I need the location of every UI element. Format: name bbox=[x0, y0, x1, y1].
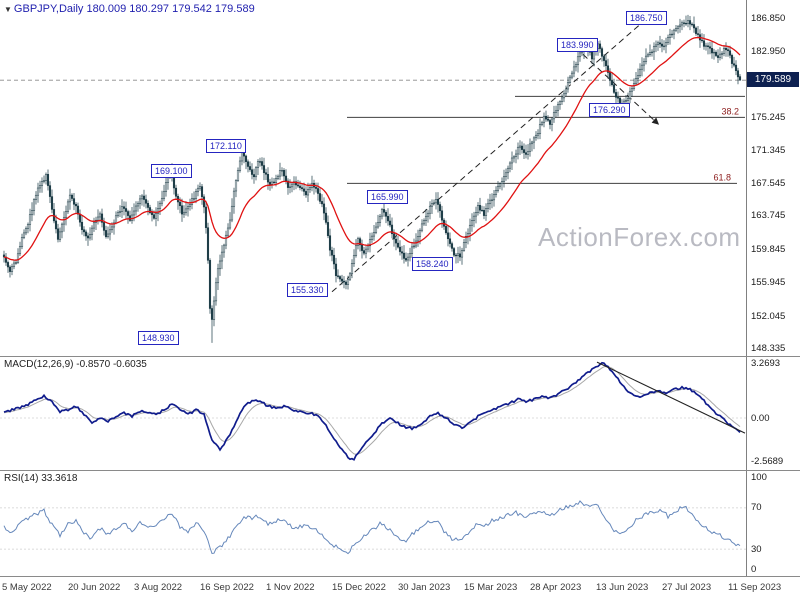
price-annotation[interactable]: 155.330 bbox=[287, 283, 328, 297]
date-tick: 5 May 2022 bbox=[2, 582, 52, 593]
axis-tick: 148.335 bbox=[751, 342, 786, 354]
date-tick: 11 Sep 2023 bbox=[728, 582, 782, 593]
price-annotation[interactable]: 172.110 bbox=[206, 139, 246, 153]
axis-tick: 70 bbox=[751, 502, 762, 514]
symbol-dropdown-icon[interactable]: ▼ bbox=[4, 5, 12, 14]
rsi-panel[interactable]: RSI(14) 33.3618 bbox=[0, 470, 746, 576]
price-annotation[interactable]: 148.930 bbox=[138, 331, 179, 345]
date-tick: 15 Dec 2022 bbox=[332, 582, 386, 593]
axis-tick: 167.545 bbox=[751, 177, 786, 189]
price-annotation[interactable]: 158.240 bbox=[412, 257, 453, 271]
moving-average-line bbox=[3, 36, 741, 261]
axis-tick: 171.345 bbox=[751, 145, 786, 157]
date-tick: 20 Jun 2022 bbox=[68, 582, 121, 593]
date-tick: 3 Aug 2022 bbox=[134, 582, 183, 593]
symbol-ohlc-title: GBPJPY,Daily 180.009 180.297 179.542 179… bbox=[13, 3, 255, 15]
macd-main-line bbox=[3, 361, 741, 461]
current-price-tag: 179.589 bbox=[747, 72, 799, 88]
chart-title: ▼ GBPJPY,Daily 180.009 180.297 179.542 17… bbox=[4, 3, 255, 15]
axis-tick: 155.945 bbox=[751, 277, 786, 289]
price-annotation[interactable]: 169.100 bbox=[151, 164, 192, 178]
price-annotation[interactable]: 165.990 bbox=[367, 190, 408, 204]
axis-tick: -2.5689 bbox=[751, 455, 784, 467]
axis-tick: 152.045 bbox=[751, 310, 786, 322]
axis-tick: 182.950 bbox=[751, 45, 786, 57]
date-tick: 30 Jan 2023 bbox=[398, 582, 451, 593]
svg-text:61.8: 61.8 bbox=[713, 172, 731, 182]
svg-text:38.2: 38.2 bbox=[721, 106, 739, 116]
axis-tick: 163.745 bbox=[751, 210, 786, 222]
time-axis[interactable]: 5 May 2022 20 Jun 2022 3 Aug 2022 16 Sep 20… bbox=[0, 577, 800, 600]
macd-chart-canvas[interactable] bbox=[0, 356, 746, 470]
rsi-chart-canvas[interactable] bbox=[0, 470, 746, 576]
rsi-label: RSI(14) 33.3618 bbox=[4, 473, 78, 484]
date-tick: 16 Sep 2022 bbox=[200, 582, 254, 593]
axis-tick: 0 bbox=[751, 564, 757, 575]
axis-tick: 186.850 bbox=[751, 12, 786, 24]
price-annotation[interactable]: 183.990 bbox=[557, 38, 598, 52]
macd-panel[interactable]: MACD(12,26,9) -0.8570 -0.6035 bbox=[0, 356, 746, 470]
axis-tick: 100 bbox=[751, 471, 767, 483]
axis-tick: 0.00 bbox=[751, 412, 770, 424]
macd-label: MACD(12,26,9) -0.8570 -0.6035 bbox=[4, 359, 147, 370]
date-tick: 1 Nov 2022 bbox=[266, 582, 315, 593]
panel-separator[interactable] bbox=[0, 356, 800, 357]
axis-tick: 3.2693 bbox=[751, 357, 781, 369]
panel-separator[interactable] bbox=[0, 470, 800, 471]
price-panel[interactable]: 38.2 61.8 ▼ GBPJPY,Daily 180.009 180.297 1… bbox=[0, 0, 746, 356]
price-axis-strip[interactable]: 186.850182.950179.045175.245171.345167.5… bbox=[746, 0, 800, 576]
date-tick: 28 Apr 2023 bbox=[530, 582, 582, 593]
axis-tick: 30 bbox=[751, 543, 762, 555]
macd-signal-line bbox=[3, 365, 741, 455]
date-tick: 15 Mar 2023 bbox=[464, 582, 518, 593]
panel-separator bbox=[0, 576, 800, 577]
watermark: ActionForex.com bbox=[538, 222, 741, 252]
price-annotation[interactable]: 176.290 bbox=[589, 103, 630, 117]
price-chart-canvas[interactable]: 38.2 61.8 bbox=[0, 0, 746, 356]
date-tick: 13 Jun 2023 bbox=[596, 582, 649, 593]
rsi-line bbox=[3, 500, 741, 555]
axis-tick: 159.845 bbox=[751, 243, 786, 255]
axis-tick: 175.245 bbox=[751, 111, 786, 123]
price-annotation[interactable]: 186.750 bbox=[626, 11, 667, 25]
macd-trendline[interactable] bbox=[596, 361, 746, 434]
date-tick: 27 Jul 2023 bbox=[662, 582, 712, 593]
candlesticks bbox=[2, 14, 742, 343]
